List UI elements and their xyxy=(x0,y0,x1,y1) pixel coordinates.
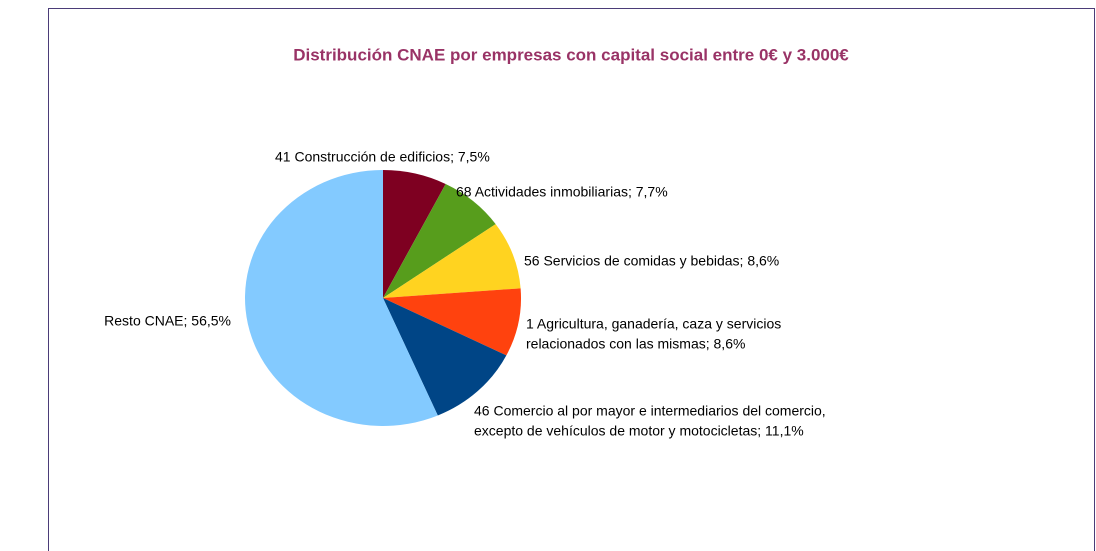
pie-slice xyxy=(383,170,446,298)
pie-slice xyxy=(383,183,496,298)
chart-frame xyxy=(48,8,1095,551)
pie-slice xyxy=(383,224,521,298)
pie-slice xyxy=(383,288,521,356)
chart-title: Distribución CNAE por empresas con capit… xyxy=(293,45,849,64)
slice-label: Resto CNAE; 56,5% xyxy=(104,313,231,329)
slice-label: relacionados con las mismas; 8,6% xyxy=(526,336,745,352)
slice-label: 46 Comercio al por mayor e intermediario… xyxy=(474,403,826,419)
slice-label: 68 Actividades inmobiliarias; 7,7% xyxy=(456,184,668,200)
pie-slice xyxy=(244,170,438,426)
slice-label: 56 Servicios de comidas y bebidas; 8,6% xyxy=(524,253,779,269)
slice-label: 41 Construcción de edificios; 7,5% xyxy=(275,149,490,165)
pie-slice xyxy=(383,298,507,416)
slice-label: excepto de vehículos de motor y motocicl… xyxy=(474,423,804,439)
slice-label: 1 Agricultura, ganadería, caza y servici… xyxy=(526,316,781,332)
